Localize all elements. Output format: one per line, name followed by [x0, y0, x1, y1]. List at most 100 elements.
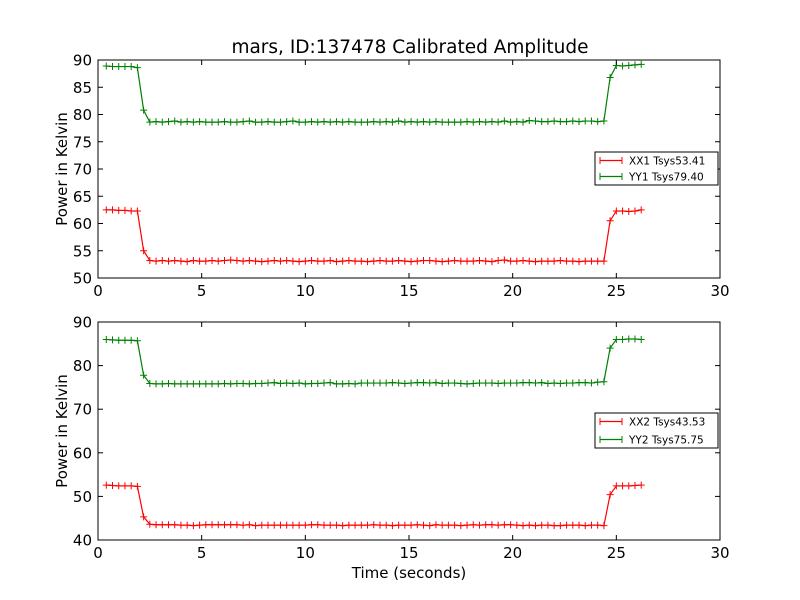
plot1-series-2-point [314, 118, 322, 126]
plot2-series-2-point [563, 379, 571, 387]
plot2-series-1-point [451, 521, 459, 529]
plot1-series-2-point [538, 118, 546, 126]
plot1-legend-box [594, 151, 719, 186]
plot2-x-tick-label: 5 [197, 544, 207, 562]
plot2-series-2-point [469, 379, 477, 387]
plot1-series-1-point [525, 257, 533, 265]
plot2-series-2-point [513, 379, 521, 387]
plot2-series-1-point [133, 482, 141, 490]
plot1-series-2-point [494, 118, 502, 126]
plot2-series-2-point [550, 379, 558, 387]
plot1-series-2-point [140, 106, 148, 114]
plot2-legend-marker-1 [599, 418, 623, 425]
plot1-series-1-point [301, 257, 309, 265]
plot1-x-tick-label: 20 [503, 282, 522, 300]
plot2-series-1-point [357, 521, 365, 529]
plot1-y-tick-label: 85 [73, 79, 92, 97]
plot2-series-2-point [270, 379, 278, 387]
plot2-series-2-point [444, 379, 452, 387]
plot1-legend-label-2: YY1 Tsys79.40 [628, 171, 704, 183]
plot1-series-1-point [463, 257, 471, 265]
plot1-y-tick-label: 80 [73, 106, 92, 124]
plot2-series-2-point [488, 379, 496, 387]
plot2-series-1-point [158, 521, 166, 529]
plot1-series-1-point [575, 258, 583, 266]
plot2-series-1-point [544, 521, 552, 529]
plot1-series-1-point [308, 257, 316, 265]
plot2-series-1-point [513, 521, 521, 529]
plot1-series-1-point [388, 257, 396, 265]
plot2-series-2-point [420, 379, 428, 387]
plot2-series-2-point [351, 380, 359, 388]
plot2-series-2-point [519, 379, 527, 387]
plot1-series-2-point [482, 118, 490, 126]
plot2-series-1-point [301, 521, 309, 529]
plot1-series-1-point [115, 206, 123, 214]
plot1-series-1-point [619, 207, 627, 215]
plot1-series-1-point [196, 257, 204, 265]
plot1-series-2-point [339, 118, 347, 126]
plot1-series-2-point [401, 118, 409, 126]
plot1-series-2-point [432, 118, 440, 126]
plot1-series-1-point [488, 258, 496, 266]
plot2-series-2-point [115, 336, 123, 344]
plot1-series-1-point [289, 257, 297, 265]
plot1-series-2-point [171, 117, 179, 125]
plot2-series-1-point [420, 521, 428, 529]
plot1-series-2-point [420, 118, 428, 126]
top-plot: 0 5 10 15 20 25 30 50 55 60 65 70 75 80 85 90 Power in K… [53, 52, 730, 301]
plot2-series-1-point [631, 482, 639, 489]
plot2-y-tick-label: 80 [73, 357, 92, 375]
plot2-x-tick-label: 30 [710, 544, 729, 562]
plot1-series-1-point [401, 257, 409, 265]
plot2-series-1-point [189, 522, 197, 530]
plot1-series-1-point [283, 257, 291, 265]
plot2-x-tick-label: 10 [296, 544, 315, 562]
plot2-series-2-point [326, 379, 334, 387]
plot1-series-2-point [594, 118, 602, 126]
plot2-series-2-point [357, 379, 365, 387]
plot1-series-2-point [109, 63, 117, 71]
plot2-series-2-point [364, 379, 372, 387]
plot1-series-1-point [494, 257, 502, 265]
plot1-series-2-point [146, 118, 154, 126]
plot1-series-2-point [177, 118, 185, 126]
plot2-series-2-point [413, 379, 421, 387]
plot1-series-1-point [444, 257, 452, 265]
plot1-x-tick-label: 5 [197, 282, 207, 300]
plot1-series-2-point [488, 118, 496, 126]
plot1-y-tick-label: 90 [73, 52, 92, 70]
plot2-series-2-point [556, 379, 564, 387]
plot1-y-tick-label: 70 [73, 161, 92, 179]
plot2-series-2-point [339, 380, 347, 388]
plot2-series-2-point [463, 380, 471, 388]
plot1-series-1-point [581, 257, 589, 265]
plot2-legend-box [594, 412, 719, 449]
plot2-series-2-point [177, 380, 185, 388]
plot2-series-1-point [121, 482, 129, 490]
plot2-series-1-point [438, 521, 446, 529]
plot2-series-2-point [500, 379, 508, 387]
plot2-series-1-point [426, 522, 434, 530]
plot2-series-2-point [376, 379, 384, 387]
plot2-series-2-point [538, 379, 546, 387]
plot1-legend-label-1: XX1 Tsys53.41 [629, 155, 705, 167]
plot2-series-2-point [569, 379, 577, 387]
plot2-series-1-point [525, 521, 533, 529]
plot2-series-2-point [295, 379, 303, 387]
plot1-series-2-point [326, 118, 334, 126]
plot2-series-1-point [152, 521, 160, 529]
plot1-series-2-point [619, 62, 627, 70]
plot1-series-2-point [227, 118, 235, 126]
plot1-series-1-point [544, 257, 552, 265]
plot2-series-1-point [637, 481, 645, 489]
plot1-series-1-point [432, 257, 440, 265]
plot1-series-2-point [438, 118, 446, 126]
plot2-series-2-point [625, 335, 633, 343]
plot1-series-1-point [220, 257, 228, 265]
plot2-series-1-point [220, 521, 228, 529]
plot1-series-2-point [364, 118, 372, 126]
plot2-series-2-point [320, 379, 328, 387]
plot1-series-2-point [469, 118, 477, 126]
plot2-series-2-point [283, 379, 291, 387]
